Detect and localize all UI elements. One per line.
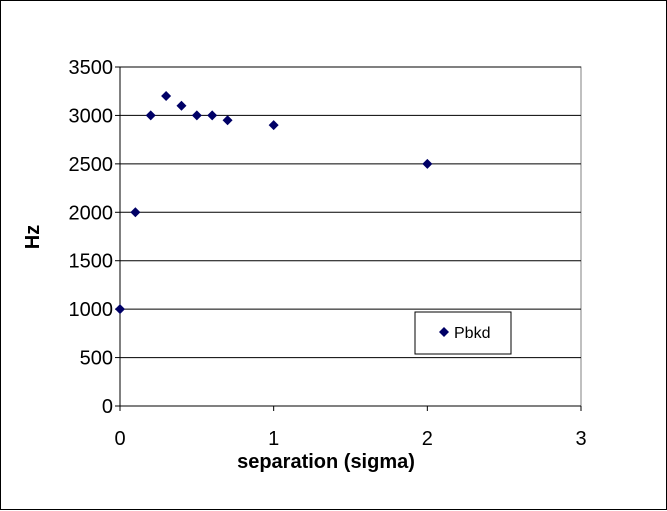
x-axis-title: separation (sigma) xyxy=(237,451,415,473)
y-tick-label: 500 xyxy=(80,348,113,370)
y-tick-label: 0 xyxy=(102,396,113,418)
legend: Pbkd xyxy=(414,311,512,355)
y-tick-label: 3500 xyxy=(69,57,114,79)
y-tick-label: 1500 xyxy=(69,251,114,273)
legend-marker xyxy=(439,327,449,337)
legend-label: Pbkd xyxy=(454,325,490,342)
data-points xyxy=(115,91,433,315)
data-point xyxy=(207,110,218,121)
legend-box xyxy=(414,311,512,355)
x-tick-labels: 0 1 2 3 xyxy=(114,428,586,450)
y-tick-label: 1000 xyxy=(69,299,114,321)
data-point xyxy=(130,207,141,218)
data-point xyxy=(115,304,125,315)
y-tick-label: 2500 xyxy=(69,154,114,176)
data-point xyxy=(191,110,202,121)
plot-area xyxy=(119,66,582,407)
y-tick-labels: 0 500 1000 1500 2000 2500 3000 3500 xyxy=(69,57,114,418)
data-point xyxy=(222,115,233,126)
y-axis-title: Hz xyxy=(22,225,44,249)
data-point xyxy=(176,100,187,111)
x-tick-label: 1 xyxy=(268,428,279,450)
data-point xyxy=(268,120,279,131)
data-point xyxy=(161,91,172,102)
y-tick-label: 3000 xyxy=(69,105,114,127)
x-tick-label: 2 xyxy=(422,428,433,450)
x-tick-label: 0 xyxy=(114,428,125,450)
data-point xyxy=(422,158,433,169)
data-point xyxy=(145,110,156,121)
x-tick-label: 3 xyxy=(575,428,586,450)
y-tick-label: 2000 xyxy=(69,202,114,224)
